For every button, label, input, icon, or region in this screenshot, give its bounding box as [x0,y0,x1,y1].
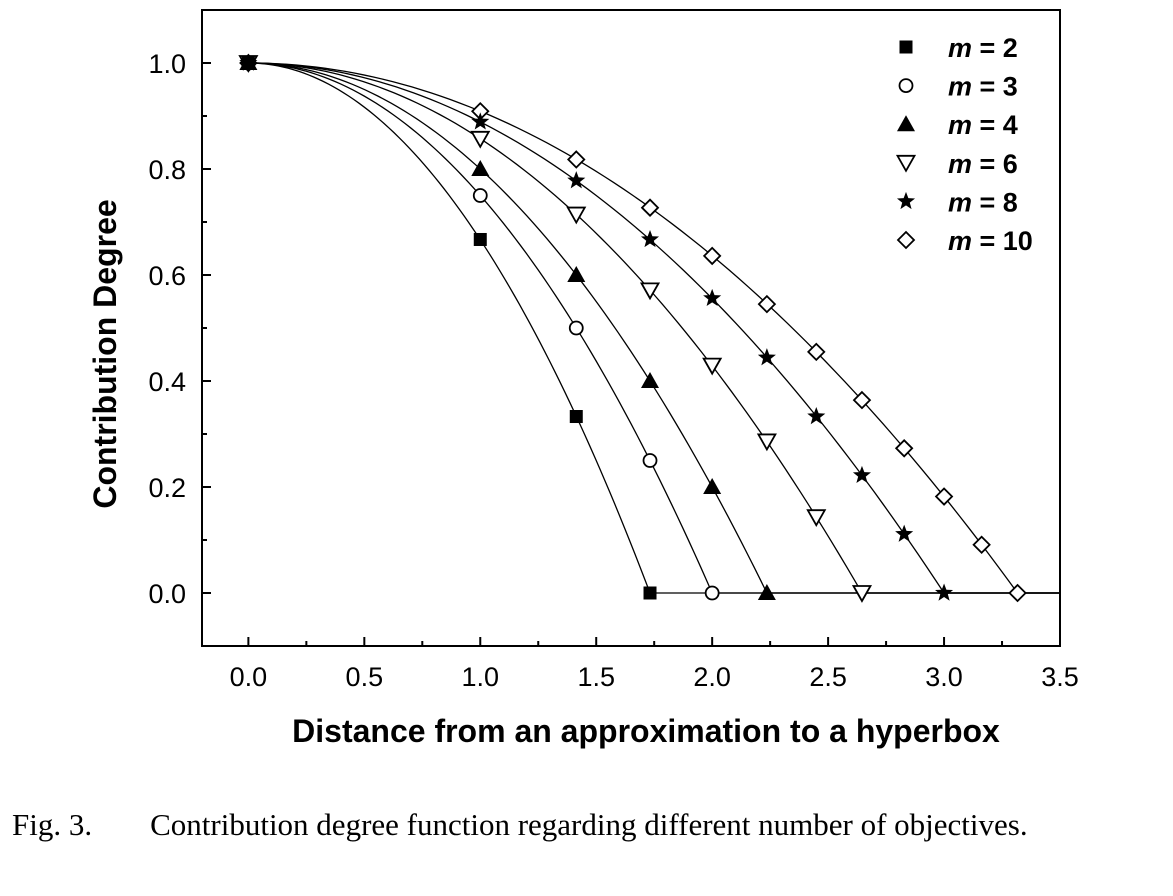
caption-text: Contribution degree function regarding d… [150,807,1028,842]
data-point [852,465,871,484]
data-point [641,372,660,388]
data-point [972,535,991,555]
caption-label: Fig. 3. [12,807,93,842]
x-tick-label: 3.5 [1041,662,1079,692]
legend-label-value: = 3 [972,72,1018,102]
y-tick-label: 0.6 [148,261,186,291]
data-point [702,357,723,376]
legend: m = 2m = 3m = 4m = 6m = 8m = 10 [895,33,1033,256]
x-tick-label: 0.0 [230,662,268,692]
y-tick-label: 0.0 [148,579,186,609]
series-line [248,62,1060,594]
x-tick-label: 3.0 [925,662,963,692]
data-point [807,407,826,425]
legend-marker [899,40,913,54]
legend-marker [898,78,914,93]
legend-label-value: = 2 [972,33,1018,63]
legend-marker [895,154,917,173]
legend-label-value: = 4 [972,110,1018,140]
data-point [471,112,490,130]
legend-label-variable: m [948,72,972,102]
data-point [569,410,583,424]
legend-label: m = 6 [948,149,1018,179]
data-point [567,171,586,189]
x-tick-label: 0.5 [346,662,384,692]
data-markers [238,53,1027,603]
legend-label-variable: m [948,33,972,63]
y-tick-label: 0.2 [148,473,186,503]
legend-label: m = 8 [948,187,1018,217]
y-tick-label: 1.0 [148,49,186,79]
axis-ticks [202,62,1061,646]
x-tick-label: 2.5 [809,662,847,692]
legend-label-variable: m [948,187,972,217]
data-point [807,342,826,362]
curve-lines [248,62,1060,594]
y-tick-label: 0.8 [148,155,186,185]
data-point [757,294,777,314]
data-point [566,206,587,225]
data-point [702,246,722,266]
data-point [470,130,491,149]
data-point [640,229,660,248]
data-point [703,288,722,307]
data-point [704,585,720,601]
legend-label-variable: m [948,149,972,179]
legend-label-value: = 8 [972,187,1018,217]
data-point [643,586,657,600]
legend-label-variable: m [948,110,972,140]
data-point [568,320,584,336]
data-point [894,439,914,458]
data-point [757,584,776,600]
legend-label: m = 2 [948,33,1018,63]
data-point [756,433,777,452]
data-point [471,160,490,176]
data-point [472,188,488,203]
data-point [703,478,722,494]
series-line [248,62,1060,594]
tick-labels: 0.0 0.5 1.0 1.5 2.0 2.5 3.0 3.5 0.0 0.2 0.4 0.6 0.8 1… [148,49,1078,692]
series-line [248,62,1060,594]
y-tick-label: 0.4 [148,367,186,397]
x-tick-label: 1.0 [461,662,499,692]
x-tick-label: 2.0 [693,662,731,692]
data-point [642,453,658,468]
plot-frame [201,9,1061,647]
data-point [895,524,914,542]
data-point [851,585,873,603]
data-point [757,348,776,366]
legend-label-value: = 6 [972,149,1018,179]
legend-label-variable: m [948,226,972,256]
data-point [567,266,586,282]
legend-marker [897,115,915,132]
legend-marker [896,191,916,210]
series-line [248,62,1060,594]
data-point [934,487,954,506]
y-axis-label: Contribution Degree [87,199,123,508]
contribution-degree-chart: 0.0 0.5 1.0 1.5 2.0 2.5 3.0 3.5 0.0 0.2 0.4 0.6 0.8 1… [87,9,1079,749]
series-line [248,62,1060,594]
legend-label-value: = 10 [972,226,1033,256]
x-tick-label: 1.5 [577,662,615,692]
data-point [1008,583,1027,603]
data-point [935,583,954,601]
data-point [241,56,255,70]
series-line [248,62,1060,594]
x-axis-label: Distance from an approximation to a hype… [292,713,1000,749]
data-point [806,509,827,528]
data-point [852,390,872,410]
data-point [473,232,487,246]
legend-label: m = 4 [948,110,1018,140]
legend-label: m = 10 [948,226,1033,256]
data-point [640,198,660,217]
data-point [639,282,661,301]
legend-marker [896,230,916,250]
figure-caption: Fig. 3. Contribution degree function rega… [12,806,1162,844]
legend-label: m = 3 [948,72,1018,102]
data-point [567,150,586,169]
